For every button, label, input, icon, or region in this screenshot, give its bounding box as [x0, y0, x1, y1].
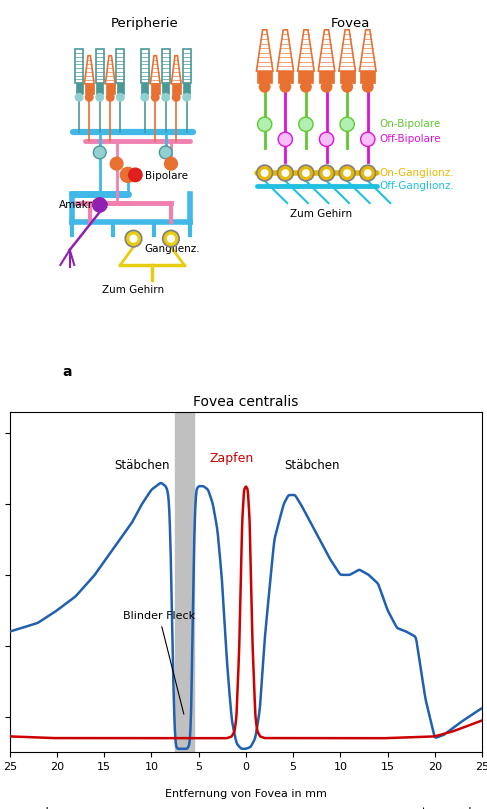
Text: Fovea: Fovea	[331, 18, 371, 31]
Title: Fovea centralis: Fovea centralis	[193, 395, 299, 409]
Circle shape	[96, 94, 103, 101]
Circle shape	[278, 132, 292, 146]
X-axis label: Entfernung von Fovea in mm: Entfernung von Fovea in mm	[165, 789, 327, 798]
Polygon shape	[277, 30, 294, 71]
Circle shape	[280, 82, 291, 92]
Circle shape	[302, 169, 310, 177]
Text: Peripherie: Peripherie	[111, 18, 179, 31]
Circle shape	[120, 167, 135, 182]
Circle shape	[125, 231, 142, 247]
Polygon shape	[257, 30, 273, 71]
Circle shape	[260, 82, 270, 92]
Circle shape	[319, 132, 334, 146]
Bar	[183, 49, 191, 83]
Circle shape	[322, 169, 331, 177]
Circle shape	[141, 94, 149, 101]
Bar	[257, 71, 272, 83]
Bar	[183, 83, 190, 95]
Polygon shape	[171, 56, 181, 84]
Circle shape	[94, 146, 106, 159]
Bar	[95, 49, 104, 83]
Circle shape	[340, 117, 354, 131]
Bar	[117, 83, 124, 95]
Text: On-Ganglionz.: On-Ganglionz.	[379, 168, 453, 178]
Circle shape	[75, 94, 83, 101]
Circle shape	[110, 157, 123, 170]
Circle shape	[342, 82, 353, 92]
Circle shape	[339, 165, 355, 181]
Circle shape	[318, 165, 335, 181]
Text: temporal: temporal	[422, 807, 473, 809]
Text: Stäbchen: Stäbchen	[284, 459, 340, 472]
Text: a: a	[62, 365, 72, 379]
Text: On-Bipolare: On-Bipolare	[379, 119, 440, 129]
Circle shape	[299, 117, 313, 131]
Polygon shape	[105, 56, 115, 84]
Text: Ganglienz.: Ganglienz.	[145, 244, 200, 254]
Text: Amakrine: Amakrine	[59, 200, 110, 210]
Circle shape	[165, 157, 177, 170]
Circle shape	[159, 146, 172, 159]
Circle shape	[130, 235, 138, 243]
Circle shape	[107, 94, 114, 101]
Circle shape	[361, 132, 375, 146]
Text: Zum Gehirn: Zum Gehirn	[290, 209, 352, 218]
Circle shape	[281, 169, 289, 177]
Circle shape	[163, 231, 179, 247]
Text: Stäbchen: Stäbchen	[114, 459, 170, 472]
Circle shape	[151, 94, 159, 101]
Bar	[162, 49, 170, 83]
Bar	[75, 49, 83, 83]
Bar	[151, 84, 160, 95]
Bar	[116, 49, 125, 83]
Circle shape	[258, 117, 272, 131]
Circle shape	[300, 82, 311, 92]
Bar	[106, 84, 114, 95]
Circle shape	[167, 235, 175, 243]
Polygon shape	[339, 30, 356, 71]
Text: Off-Ganglionz.: Off-Ganglionz.	[379, 181, 454, 191]
Circle shape	[86, 94, 93, 101]
Bar	[75, 83, 83, 95]
Circle shape	[278, 165, 293, 181]
Circle shape	[298, 165, 314, 181]
Polygon shape	[84, 56, 94, 84]
Text: Bipolare: Bipolare	[145, 171, 187, 181]
Polygon shape	[298, 30, 314, 71]
Polygon shape	[318, 30, 335, 71]
Bar	[319, 71, 334, 83]
Circle shape	[343, 169, 351, 177]
Bar	[96, 83, 103, 95]
Bar	[278, 71, 293, 83]
Circle shape	[183, 94, 190, 101]
Bar	[172, 84, 181, 95]
Circle shape	[321, 82, 332, 92]
Polygon shape	[359, 30, 376, 71]
Circle shape	[257, 165, 273, 181]
Polygon shape	[150, 56, 160, 84]
Text: Zapfen: Zapfen	[209, 452, 254, 465]
Bar	[141, 83, 148, 95]
Text: Off-Bipolare: Off-Bipolare	[379, 134, 441, 144]
Bar	[340, 71, 355, 83]
Bar	[141, 49, 149, 83]
Text: Blinder Fleck: Blinder Fleck	[123, 612, 195, 714]
Circle shape	[129, 168, 142, 182]
Text: nasal: nasal	[19, 807, 49, 809]
Circle shape	[362, 82, 373, 92]
Circle shape	[261, 169, 269, 177]
Circle shape	[364, 169, 372, 177]
Bar	[360, 71, 375, 83]
Circle shape	[93, 197, 107, 212]
Text: Zum Gehirn: Zum Gehirn	[102, 285, 165, 294]
Circle shape	[162, 94, 169, 101]
Circle shape	[172, 94, 180, 101]
Circle shape	[116, 94, 124, 101]
Bar	[85, 84, 94, 95]
Bar	[162, 83, 169, 95]
Bar	[299, 71, 313, 83]
Bar	[175, 412, 194, 752]
Circle shape	[360, 165, 375, 181]
